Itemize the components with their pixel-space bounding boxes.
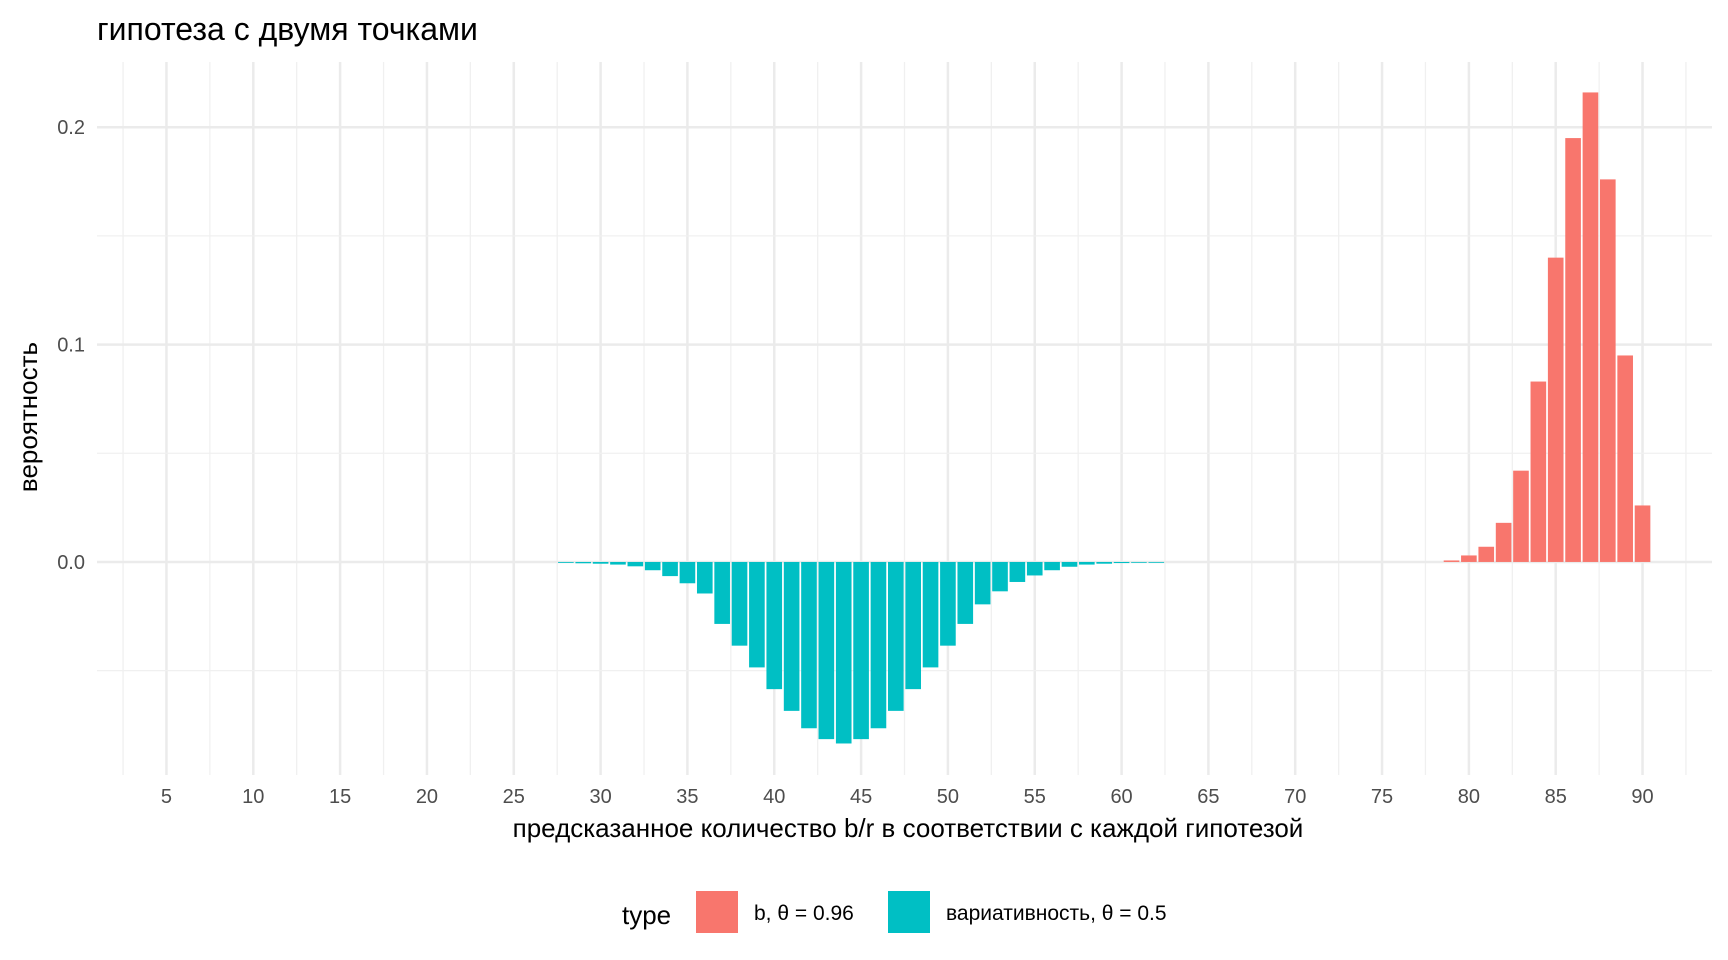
bar-variability [731, 561, 748, 646]
x-tick-label: 15 [329, 786, 351, 808]
x-tick-label: 10 [242, 786, 264, 808]
bar-variability [853, 561, 869, 740]
x-tick-label: 70 [1284, 786, 1306, 808]
x-tick-label: 45 [850, 786, 872, 808]
bar-variability [818, 561, 835, 740]
x-axis-title: предсказанное количество b/r в соответст… [513, 813, 1304, 843]
y-axis-ticks: 0.0 0.1 0.2 [57, 117, 85, 574]
grid [97, 62, 1712, 775]
bar-b [1582, 92, 1599, 562]
bar-variability [1061, 561, 1078, 567]
bar-variability [922, 561, 939, 668]
bars [558, 92, 1651, 744]
bar-variability [905, 561, 921, 690]
bar-b [1530, 381, 1547, 562]
bar-variability [783, 561, 800, 711]
y-tick-label: 0.0 [57, 552, 85, 574]
bar-variability [679, 561, 696, 584]
bar-variability [1131, 561, 1147, 563]
legend-swatch-variability [888, 891, 930, 933]
bar-variability [1113, 561, 1130, 564]
x-tick-label: 50 [937, 786, 959, 808]
legend-title: type [622, 900, 671, 930]
bar-variability [766, 561, 783, 690]
y-axis-title: вероятность [13, 342, 43, 492]
bar-variability [888, 561, 904, 711]
bar-variability [644, 561, 661, 571]
legend-label-b: b, θ = 0.96 [754, 902, 854, 925]
y-tick-label: 0.2 [57, 117, 85, 139]
x-tick-label: 90 [1631, 786, 1653, 808]
bar-variability [1079, 561, 1095, 565]
legend-label-variability: вариативность, θ = 0.5 [946, 902, 1167, 925]
bar-b [1443, 560, 1460, 562]
bar-variability [835, 561, 852, 744]
bar-variability [801, 561, 817, 729]
x-tick-label: 80 [1458, 786, 1480, 808]
bar-variability [662, 561, 678, 577]
bar-variability [1148, 561, 1165, 563]
x-tick-label: 65 [1197, 786, 1219, 808]
bar-variability [696, 561, 713, 594]
x-tick-label: 30 [589, 786, 611, 808]
bar-variability [974, 561, 991, 605]
x-tick-label: 85 [1545, 786, 1567, 808]
x-tick-label: 20 [416, 786, 438, 808]
x-tick-label: 35 [676, 786, 698, 808]
x-tick-label: 60 [1110, 786, 1132, 808]
bar-variability [592, 561, 609, 564]
x-tick-label: 25 [503, 786, 525, 808]
bar-b [1495, 522, 1512, 562]
y-tick-label: 0.1 [57, 335, 85, 357]
bar-variability [940, 561, 956, 646]
bar-variability [957, 561, 974, 624]
bar-variability [749, 561, 765, 668]
x-axis-ticks: 5 10 15 20 25 30 35 40 45 50 55 60 65 70 75 80 85 90 [161, 786, 1654, 808]
bar-b [1565, 138, 1581, 562]
bar-variability [1026, 561, 1043, 576]
bar-variability [610, 561, 626, 565]
bar-b [1461, 555, 1477, 562]
x-tick-label: 55 [1024, 786, 1046, 808]
bar-b [1617, 355, 1633, 562]
bar-b [1513, 470, 1529, 562]
bar-variability [992, 561, 1008, 592]
bar-variability [1009, 561, 1026, 582]
chart-title: гипотеза с двумя точками [97, 11, 478, 47]
x-tick-label: 40 [763, 786, 785, 808]
bar-variability [558, 561, 574, 563]
bar-b [1547, 257, 1564, 562]
bar-variability [1044, 561, 1060, 571]
legend: type b, θ = 0.96 вариативность, θ = 0.5 [622, 891, 1167, 933]
bar-variability [714, 561, 730, 624]
bar-b [1599, 179, 1616, 562]
legend-swatch-b [696, 891, 738, 933]
bar-b [1478, 546, 1495, 562]
bar-variability [1096, 561, 1113, 564]
bar-variability [575, 561, 592, 564]
bar-b [1634, 505, 1651, 562]
x-tick-label: 75 [1371, 786, 1393, 808]
bar-variability [870, 561, 887, 729]
x-tick-label: 5 [161, 786, 172, 808]
bar-variability [627, 561, 644, 567]
